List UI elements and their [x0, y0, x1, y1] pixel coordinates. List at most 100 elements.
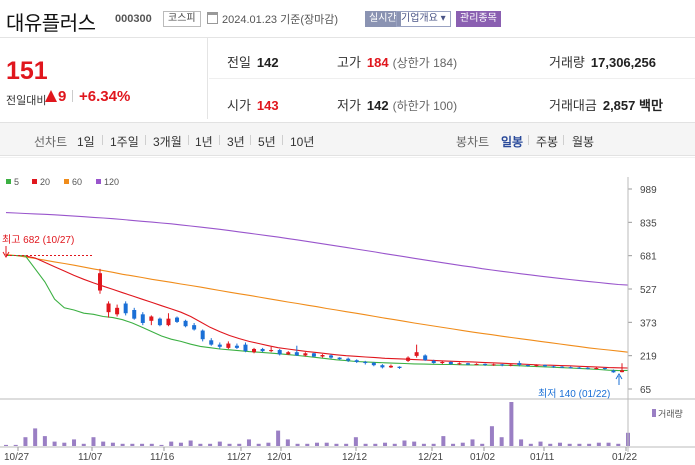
- volume-bar: [402, 440, 407, 446]
- period-3y[interactable]: 3년: [227, 135, 245, 149]
- divider: [219, 135, 220, 145]
- volume-bar: [441, 436, 446, 446]
- company-overview-label: 기업개요: [401, 13, 438, 24]
- candle-body: [269, 350, 274, 352]
- volume-bar: [120, 443, 125, 446]
- candle-body: [517, 363, 522, 365]
- stat-prev-close: 전일 142: [227, 52, 279, 71]
- period-3m[interactable]: 3개월: [153, 135, 182, 149]
- high-annotation: 최고 682 (10/27): [2, 234, 74, 246]
- volume-bar: [528, 443, 533, 446]
- candle-body: [132, 309, 137, 319]
- stat-volume: 거래량 17,306,256: [549, 52, 656, 71]
- candle-body: [337, 357, 342, 360]
- legend-swatch: [96, 179, 101, 184]
- legend-swatch: [6, 179, 11, 184]
- candle-weekly[interactable]: 주봉: [536, 135, 559, 149]
- period-1d[interactable]: 1일: [77, 135, 95, 149]
- y-tick-label: 681: [640, 252, 657, 263]
- volume-legend-swatch: [652, 409, 656, 417]
- stat-open: 시가 143: [227, 95, 279, 114]
- candle-body: [457, 363, 462, 365]
- x-tick-label: 12/12: [342, 452, 367, 463]
- candle-body: [234, 345, 239, 348]
- stat-value: 142: [256, 55, 279, 70]
- candle-body: [380, 365, 385, 368]
- volume-bar: [227, 443, 232, 446]
- stock-name: 대유플러스: [6, 13, 96, 35]
- period-5y[interactable]: 5년: [258, 135, 276, 149]
- y-tick-label: 373: [640, 318, 657, 329]
- candlestick-chart[interactable]: 5 20 60 120 최고 682 (10/27) 최저 140 (01/22) 거래…: [0, 157, 695, 465]
- stat-label: 전일: [227, 55, 251, 70]
- period-10y[interactable]: 10년: [290, 135, 315, 149]
- candle-daily[interactable]: 일봉: [501, 135, 524, 149]
- x-tick-label: 01/22: [612, 452, 637, 463]
- volume-bar: [480, 443, 485, 446]
- ma120-line: [5, 212, 629, 286]
- x-tick-label: 11/27: [227, 452, 252, 463]
- volume-bar: [587, 443, 592, 446]
- volume-bar: [315, 442, 319, 446]
- volume-bar: [489, 426, 494, 446]
- candle-monthly[interactable]: 월봉: [572, 135, 595, 149]
- candle-body: [303, 353, 308, 356]
- company-overview-dropdown[interactable]: 기업개요 ▾: [396, 11, 451, 27]
- stat-value: 2,857 백만: [602, 98, 663, 113]
- candle-body: [106, 303, 111, 313]
- volume-bar: [470, 439, 475, 446]
- candle-body: [166, 318, 171, 326]
- divider: [102, 135, 103, 145]
- divider: [72, 90, 73, 102]
- candle-body: [157, 318, 162, 326]
- arrow-down-icon: [2, 251, 10, 258]
- volume-bar: [198, 443, 203, 446]
- stat-label: 시가: [227, 98, 251, 113]
- volume-bar: [33, 428, 38, 446]
- ma5-line: [6, 254, 629, 372]
- chart-toolbar: 선차트 1일 1주일 3개월 1년 3년 5년 10년 봉차트 일봉 주봉 월봉: [0, 122, 695, 156]
- volume-bar: [295, 443, 300, 446]
- candle-body: [577, 367, 582, 369]
- volume-bar: [334, 443, 339, 446]
- realtime-button[interactable]: 실시간: [365, 11, 401, 27]
- volume-bar: [460, 442, 465, 446]
- candle-body: [183, 320, 188, 327]
- candle-body: [423, 355, 428, 361]
- candle-body: [98, 273, 102, 291]
- candle-body: [406, 357, 411, 361]
- x-tick-label: 11/16: [150, 452, 175, 463]
- stock-header: 대유플러스 000300 코스피 2024.01.23 기준(장마감) 실시간 …: [0, 0, 695, 38]
- candle-body: [294, 352, 299, 356]
- up-triangle-icon: [45, 90, 57, 102]
- price-summary: 151 전일대비 9 +6.34%: [0, 38, 208, 119]
- y-tick-label: 527: [640, 285, 657, 296]
- volume-bar: [431, 443, 436, 446]
- legend-swatch: [32, 179, 37, 184]
- legend-label: 120: [104, 177, 119, 187]
- candle-body: [491, 364, 496, 366]
- candle-body: [140, 314, 145, 323]
- volume-bar: [373, 443, 378, 446]
- volume-bar: [91, 437, 96, 446]
- volume-bar: [324, 442, 329, 446]
- candle-body: [560, 366, 565, 368]
- volume-bar: [519, 439, 524, 446]
- volume-bar: [13, 444, 18, 446]
- period-1w[interactable]: 1주일: [110, 135, 139, 149]
- candle-body: [594, 368, 599, 370]
- divider: [250, 135, 251, 145]
- price-change-percent: +6.34%: [79, 88, 131, 105]
- period-1y[interactable]: 1년: [195, 135, 213, 149]
- volume-bar: [246, 439, 251, 446]
- candle-body: [388, 365, 393, 368]
- y-tick-label: 835: [640, 218, 657, 229]
- legend-label: 60: [72, 177, 82, 187]
- managed-stock-badge: 관리종목: [456, 11, 501, 27]
- legend-label: 20: [40, 177, 50, 187]
- candle-body: [585, 367, 590, 369]
- stat-value: 142: [366, 98, 389, 113]
- volume-bar: [217, 441, 222, 446]
- y-tick-label: 219: [640, 352, 657, 363]
- candle-body: [483, 363, 488, 365]
